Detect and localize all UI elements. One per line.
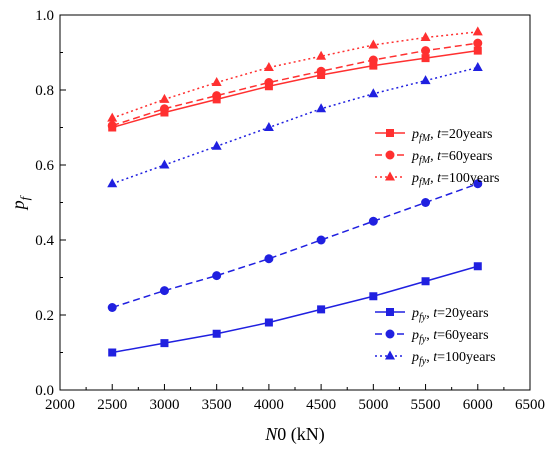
series-2	[107, 26, 483, 122]
x-tick-label: 5500	[411, 397, 441, 413]
y-tick-label: 0.2	[35, 308, 54, 324]
data-point	[316, 235, 326, 245]
y-axis: 0.0 0.2 0.4 0.6 0.8 1.0	[35, 8, 66, 399]
x-tick-label: 4000	[254, 397, 284, 413]
data-point	[420, 75, 431, 85]
legend-0: pfM, t=20years pfM, t=60years pfM, t=100ye…	[375, 127, 499, 188]
data-point	[473, 262, 482, 271]
data-point	[211, 77, 222, 86]
data-point	[107, 178, 118, 188]
data-point	[263, 62, 274, 71]
data-point	[212, 271, 222, 281]
legend-marker	[386, 129, 394, 137]
legend-label: pfM, t=20years	[411, 127, 492, 144]
data-point	[316, 50, 327, 60]
data-point	[160, 339, 169, 348]
data-point	[368, 39, 379, 49]
legend-marker	[385, 350, 395, 360]
legend-marker	[385, 171, 395, 181]
legend-label: pfM, t=100years	[411, 171, 499, 188]
data-point	[369, 292, 378, 301]
data-point	[369, 61, 378, 70]
data-point	[421, 54, 430, 63]
data-point	[421, 277, 430, 286]
series-layer	[107, 26, 483, 357]
data-point	[159, 159, 170, 169]
x-tick-label: 2500	[97, 397, 127, 413]
y-tick-label: 0.4	[35, 233, 54, 249]
data-point	[368, 88, 379, 98]
x-tick-label: 2000	[45, 397, 75, 413]
series-1	[107, 38, 483, 131]
data-point	[316, 66, 326, 76]
legend-marker	[385, 150, 395, 160]
data-point	[159, 286, 169, 296]
x-tick-label: 3000	[149, 397, 179, 413]
data-point	[472, 62, 483, 71]
data-point	[107, 112, 118, 122]
y-tick-label: 0.8	[35, 83, 54, 99]
y-tick-label: 0.6	[35, 158, 54, 174]
series-line	[112, 49, 478, 129]
data-point	[473, 179, 483, 189]
data-point	[316, 103, 327, 113]
x-tick-label: 6000	[463, 397, 493, 413]
x-axis: 2000 2500 3000 3500 4000 4500 5000 5500 6000 6500	[45, 384, 545, 413]
data-point	[473, 38, 483, 48]
legend-marker	[386, 308, 394, 316]
data-point	[212, 329, 221, 338]
y-axis-title: pf	[8, 194, 32, 211]
data-point	[472, 26, 483, 36]
data-point	[368, 55, 378, 65]
data-point	[473, 46, 482, 55]
data-point	[317, 305, 326, 314]
data-point	[107, 303, 117, 312]
legend-marker	[385, 329, 395, 339]
series-line	[111, 42, 478, 127]
legend-label: pfM, t=60years	[411, 149, 492, 166]
data-point	[264, 318, 273, 327]
series-line	[111, 31, 478, 119]
x-tick-label: 3500	[202, 397, 232, 413]
y-tick-label: 1.0	[35, 8, 54, 24]
x-tick-label: 4500	[306, 397, 336, 413]
data-point	[263, 122, 274, 131]
series-line	[112, 265, 478, 354]
legend-label: pfy, t=20years	[411, 306, 489, 323]
data-point	[159, 93, 170, 103]
legend-label: pfy, t=60years	[411, 328, 489, 345]
data-point	[264, 254, 274, 264]
data-point	[420, 32, 431, 41]
x-tick-label: 5000	[358, 397, 388, 413]
legend-label: pfy, t=100years	[411, 350, 496, 367]
data-point	[107, 121, 117, 131]
x-axis-title: N0 (kN)	[264, 424, 325, 445]
series-4	[107, 179, 483, 312]
x-tick-label: 6500	[515, 397, 545, 413]
data-point	[264, 78, 274, 87]
data-point	[421, 198, 431, 207]
series-0	[108, 46, 482, 132]
series-line	[111, 66, 478, 185]
data-point	[108, 348, 117, 357]
data-point	[159, 104, 169, 114]
series-5	[107, 62, 483, 188]
series-line	[111, 183, 479, 309]
data-point	[211, 140, 222, 150]
data-point	[368, 216, 378, 226]
data-point	[421, 46, 431, 56]
series-3	[108, 262, 482, 357]
legend-1: pfy, t=20years pfy, t=60years pfy, t=100ye…	[375, 306, 496, 367]
data-point	[212, 91, 222, 101]
legend-layer: pfM, t=20years pfM, t=60years pfM, t=100ye…	[375, 127, 499, 367]
y-tick-label: 0.0	[35, 383, 54, 399]
